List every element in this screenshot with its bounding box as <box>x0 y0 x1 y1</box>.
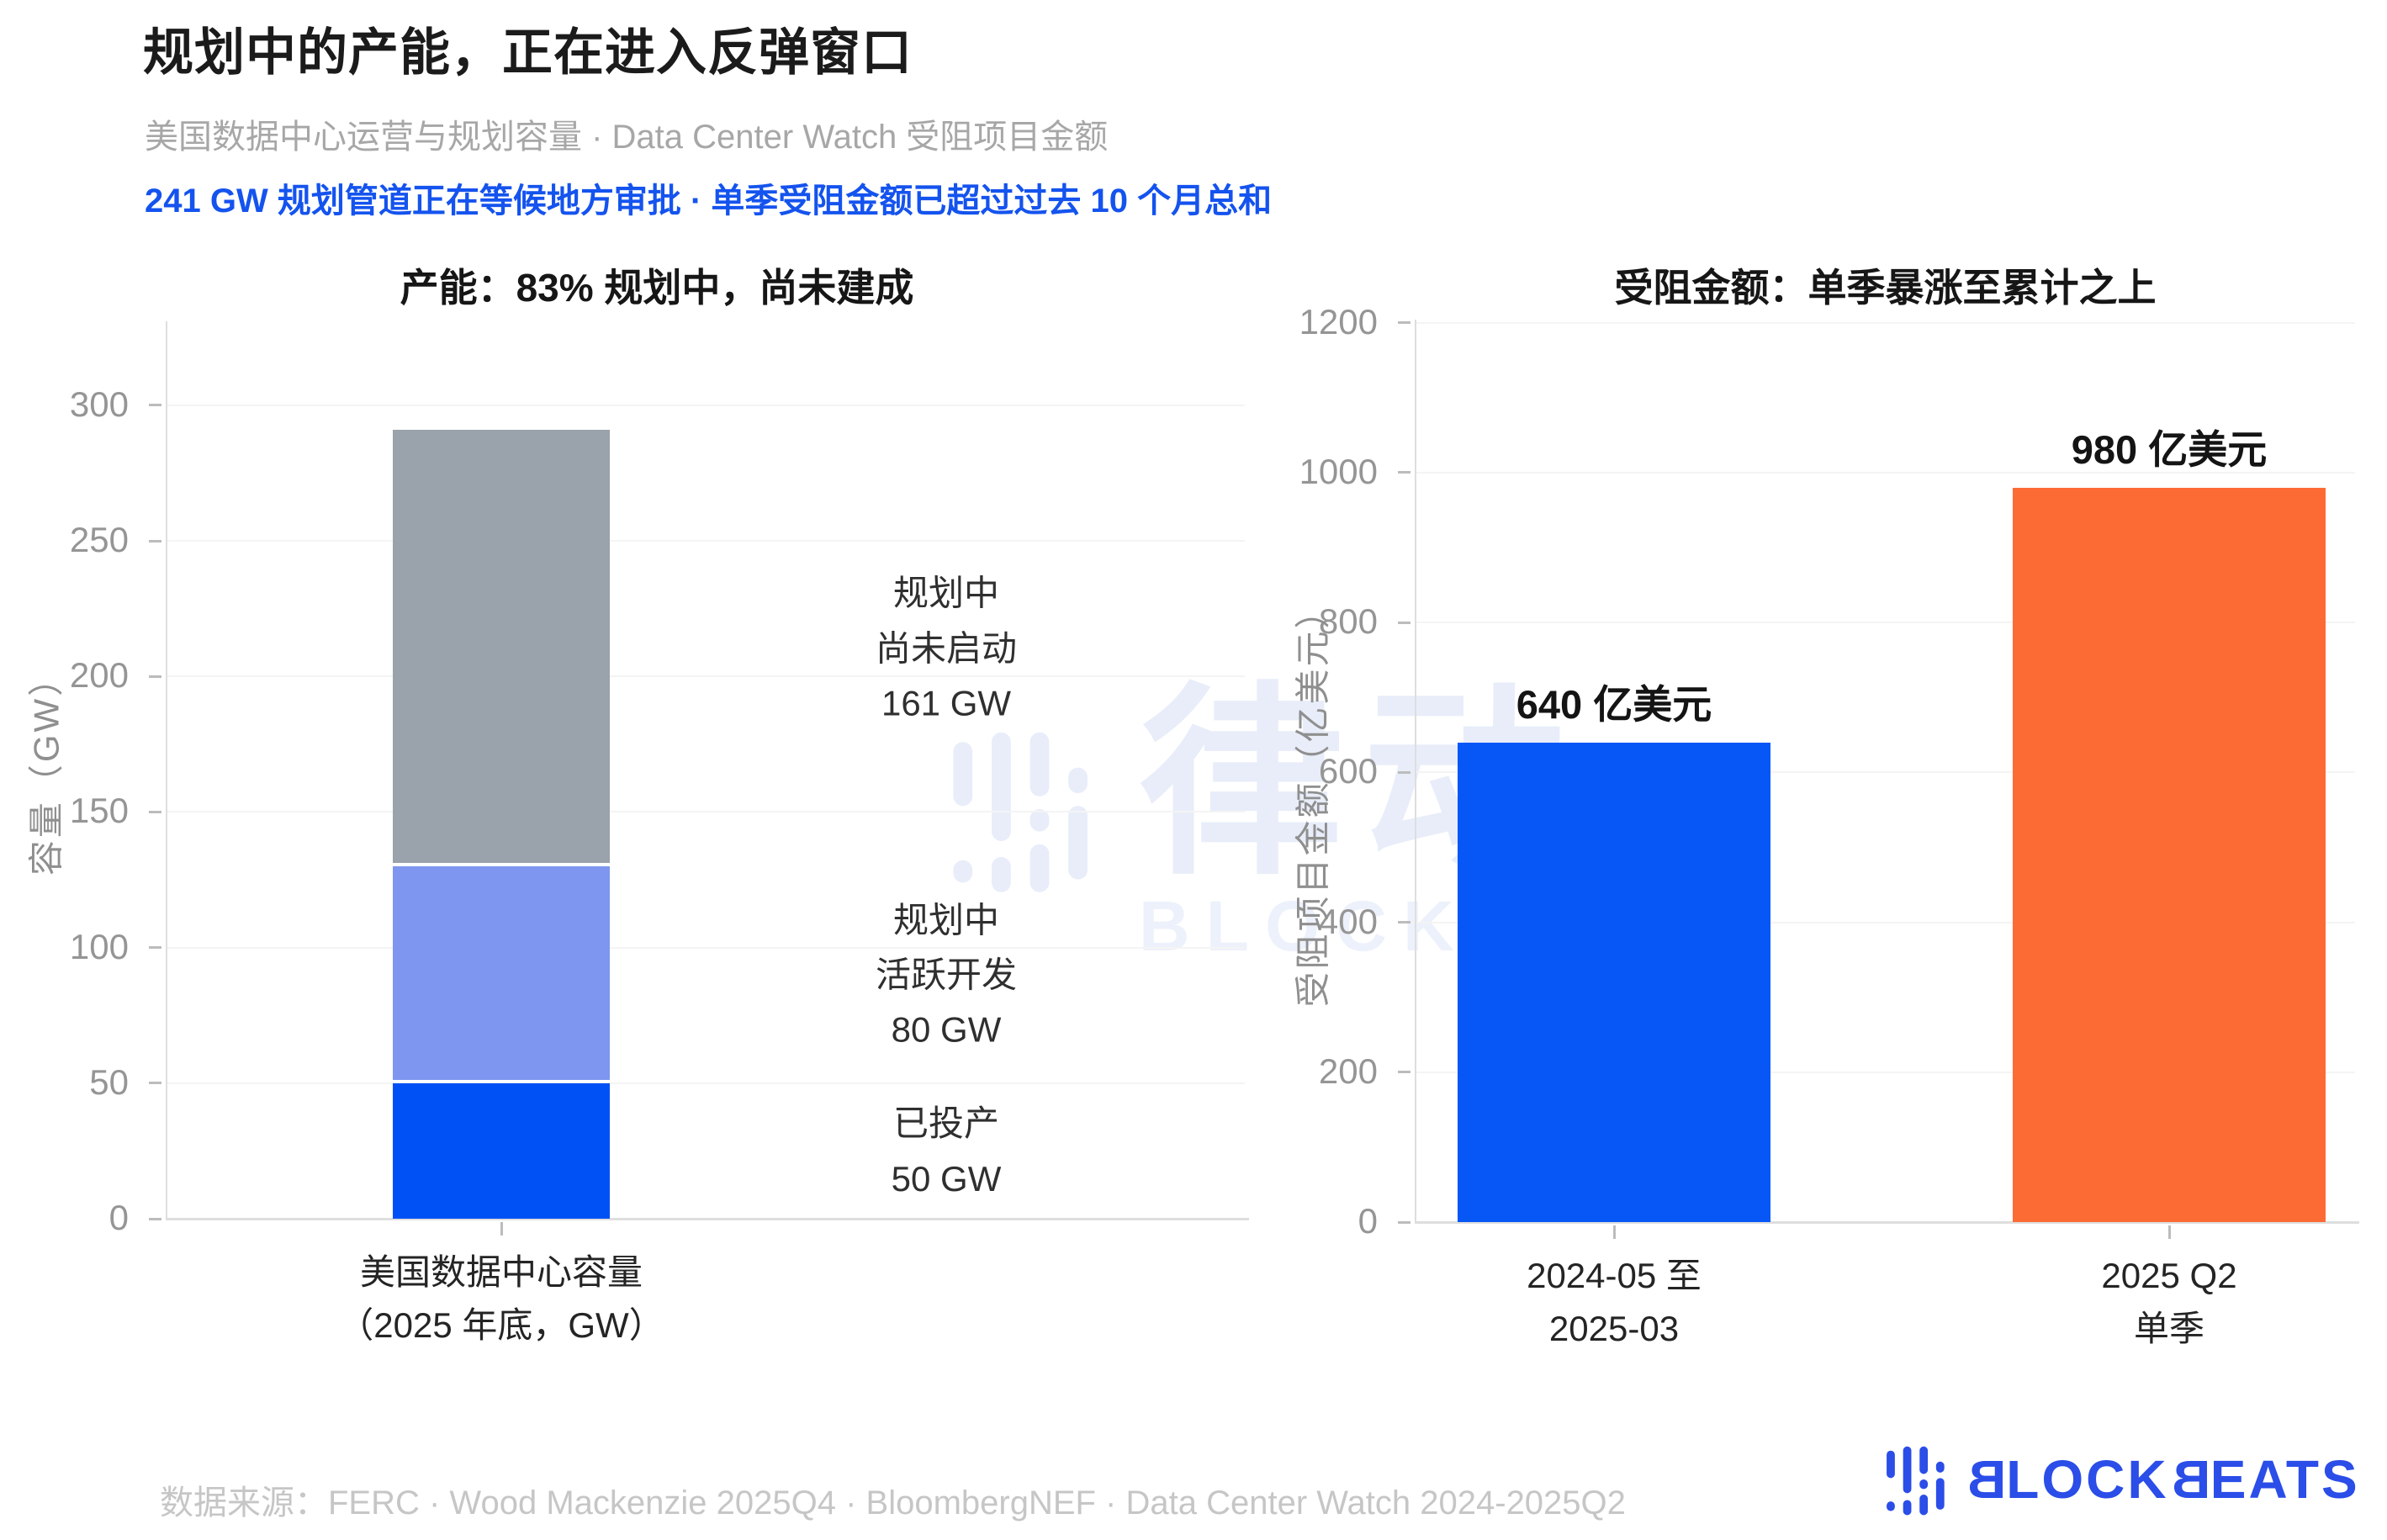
gridline <box>1416 921 2355 923</box>
blocked-amount-chart-title: 受阻金额：单季暴涨至累计之上 <box>1614 266 2157 310</box>
gridline <box>1416 622 2355 624</box>
y-tick-label: 300 <box>69 384 129 424</box>
gridline <box>1416 321 2355 324</box>
y-tick-mark <box>1398 921 1410 924</box>
bar-value-label: 640 亿美元 <box>1516 681 1712 727</box>
gridline <box>167 540 1245 542</box>
category-label: 美国数据中心容量 （2025 年底，GW） <box>338 1252 664 1345</box>
y-tick-mark <box>1398 1220 1410 1224</box>
y-tick-label: 600 <box>1318 751 1378 791</box>
bar-segment-2 <box>393 865 610 1080</box>
y-axis-line <box>1415 320 1416 1222</box>
x-axis-line <box>166 1218 1250 1220</box>
x-axis-line <box>1415 1221 2359 1224</box>
y-axis-line <box>166 321 167 1219</box>
y-tick-mark <box>1398 770 1410 774</box>
segment-annotation: 已投产 50 GW <box>891 1103 1002 1199</box>
y-tick-mark <box>1398 1071 1410 1074</box>
y-tick-label: 400 <box>1318 901 1378 941</box>
gridline <box>1416 771 2355 774</box>
blockbeats-watermark-icon <box>953 732 1088 892</box>
page-subtitle: 美国数据中心运营与规划容量 · Data Center Watch 受阻项目金额 <box>145 119 1109 156</box>
page-title: 规划中的产能，正在进入反弹窗口 <box>143 24 913 81</box>
category-tick <box>2168 1225 2171 1239</box>
y-tick-mark <box>149 946 161 950</box>
gridline <box>167 404 1245 406</box>
y-tick-mark <box>149 810 161 813</box>
y-tick-label: 150 <box>69 791 129 831</box>
y-tick-mark <box>1398 321 1410 325</box>
logo-letters: EATS <box>2210 1449 2360 1510</box>
gridline <box>1416 1071 2355 1073</box>
segment-annotation: 规划中 活跃开发 80 GW <box>875 900 1018 1050</box>
bar-value-label: 980 亿美元 <box>2071 426 2268 472</box>
y-tick-mark <box>149 539 161 542</box>
y-tick-label: 800 <box>1318 601 1378 642</box>
category-label: 2025 Q2 单季 <box>2101 1256 2237 1348</box>
data-source: 数据来源：FERC · Wood Mackenzie 2025Q4 · Bloo… <box>160 1484 1626 1521</box>
gridline <box>167 1082 1245 1084</box>
y-tick-mark <box>1398 471 1410 474</box>
bar-segment-3 <box>393 429 610 863</box>
bar-segment-1 <box>393 1082 610 1219</box>
gridline <box>167 946 1245 949</box>
capacity-y-axis-title: 容量（GW） <box>26 658 66 876</box>
blockbeats-logo: BLOCKBEATS <box>1882 1438 2360 1521</box>
y-tick-label: 1000 <box>1299 451 1378 491</box>
y-tick-mark <box>149 404 161 407</box>
category-tick <box>1613 1225 1616 1239</box>
blockbeats-logo-icon <box>1887 1446 1945 1516</box>
y-tick-mark <box>1398 621 1410 624</box>
y-tick-label: 0 <box>108 1198 129 1237</box>
capacity-chart-title: 产能：83% 规划中，尚未建成 <box>400 266 914 310</box>
y-tick-label: 0 <box>1358 1201 1378 1241</box>
bar-1 <box>1458 742 1770 1222</box>
blocked-y-axis-title: 受阻项目金额（亿美元） <box>1293 590 1333 1008</box>
y-tick-mark <box>149 1217 161 1220</box>
y-tick-mark <box>149 675 161 678</box>
y-tick-label: 1200 <box>1299 301 1378 341</box>
category-tick <box>500 1222 503 1236</box>
y-tick-label: 200 <box>69 655 129 696</box>
y-tick-mark <box>149 1082 161 1085</box>
y-tick-label: 250 <box>69 520 129 560</box>
gridline <box>1416 471 2355 474</box>
gridline <box>167 811 1245 813</box>
segment-annotation: 规划中 尚未启动 161 GW <box>875 573 1018 722</box>
mirrored-b-letter: B <box>1965 1449 2007 1510</box>
bar-2 <box>2013 487 2326 1222</box>
logo-letters: LOCK <box>2006 1449 2169 1510</box>
y-tick-label: 100 <box>69 926 129 966</box>
category-label: 2024-05 至 2025-03 <box>1527 1256 1702 1348</box>
y-tick-label: 50 <box>89 1061 129 1102</box>
blocked-plot-area: 0 200 400 600 800 1000 1200 640 亿美元 2024-05 至 202… <box>1299 302 2359 1348</box>
gridline <box>167 675 1245 678</box>
y-tick-label: 200 <box>1318 1050 1378 1091</box>
key-insight: 241 GW 规划管道正在等候地方审批 · 单季受阻金额已超过过去 10 个月总… <box>145 183 1273 220</box>
mirrored-b-letter: B <box>2168 1449 2210 1510</box>
blockbeats-logo-text: BLOCKBEATS <box>1965 1449 2360 1510</box>
capacity-plot-area: 0 50 100 150 200 250 300 已投产 50 GW 规划中 活跃开发 80 GW 规划… <box>70 321 1250 1345</box>
